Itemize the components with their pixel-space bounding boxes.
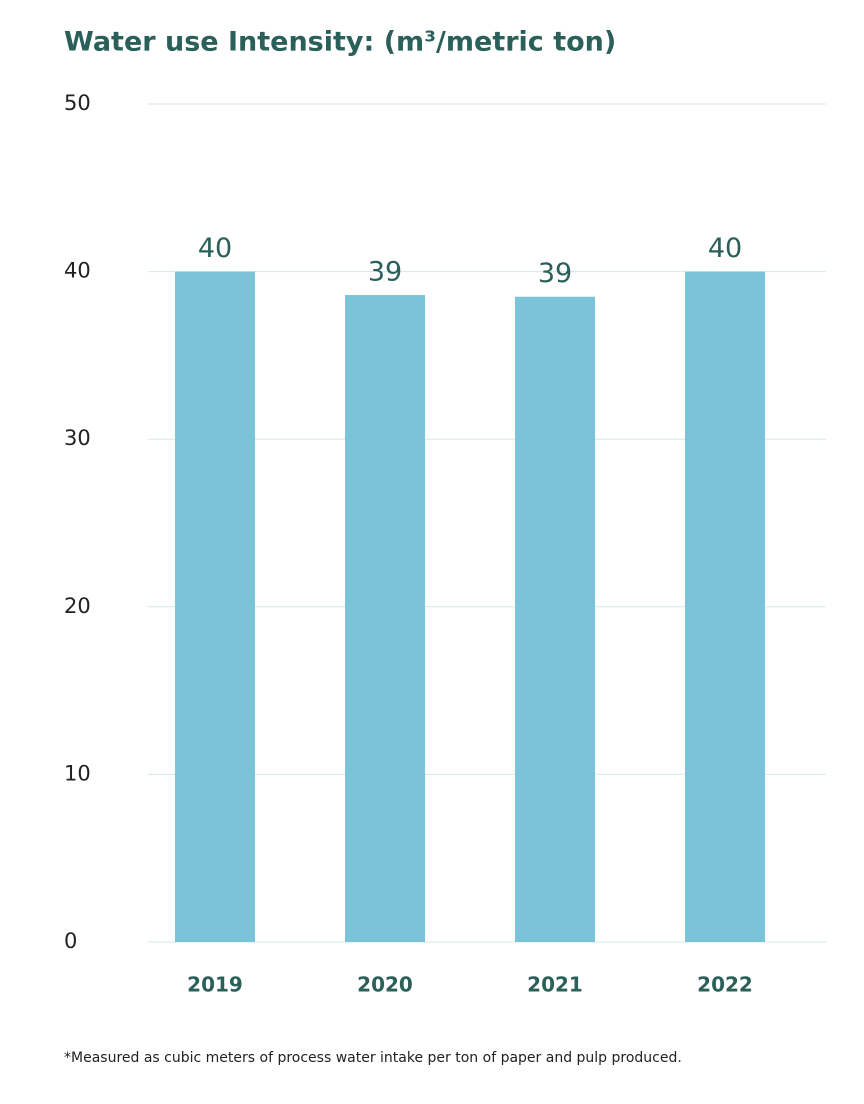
x-tick-label: 2021	[527, 973, 583, 997]
value-label: 40	[198, 233, 232, 264]
bar	[685, 271, 765, 943]
value-label: 39	[538, 258, 572, 289]
y-tick-label: 0	[64, 929, 77, 953]
x-tick-label: 2022	[697, 973, 753, 997]
x-tick-label: 2020	[357, 973, 413, 997]
chart-title: Water use Intensity: (m³/metric ton)	[64, 27, 616, 58]
value-label: 40	[708, 233, 742, 264]
bar	[345, 295, 425, 943]
y-tick-label: 30	[64, 426, 91, 450]
y-tick-label: 10	[64, 761, 91, 785]
y-tick-label: 40	[64, 259, 91, 283]
x-tick-label: 2019	[187, 973, 243, 997]
y-tick-label: 50	[64, 91, 91, 115]
footnote: *Measured as cubic meters of process wat…	[64, 1050, 682, 1066]
y-tick-label: 20	[64, 594, 91, 618]
bar	[175, 271, 255, 943]
bar	[515, 296, 595, 942]
value-label: 39	[368, 257, 402, 288]
